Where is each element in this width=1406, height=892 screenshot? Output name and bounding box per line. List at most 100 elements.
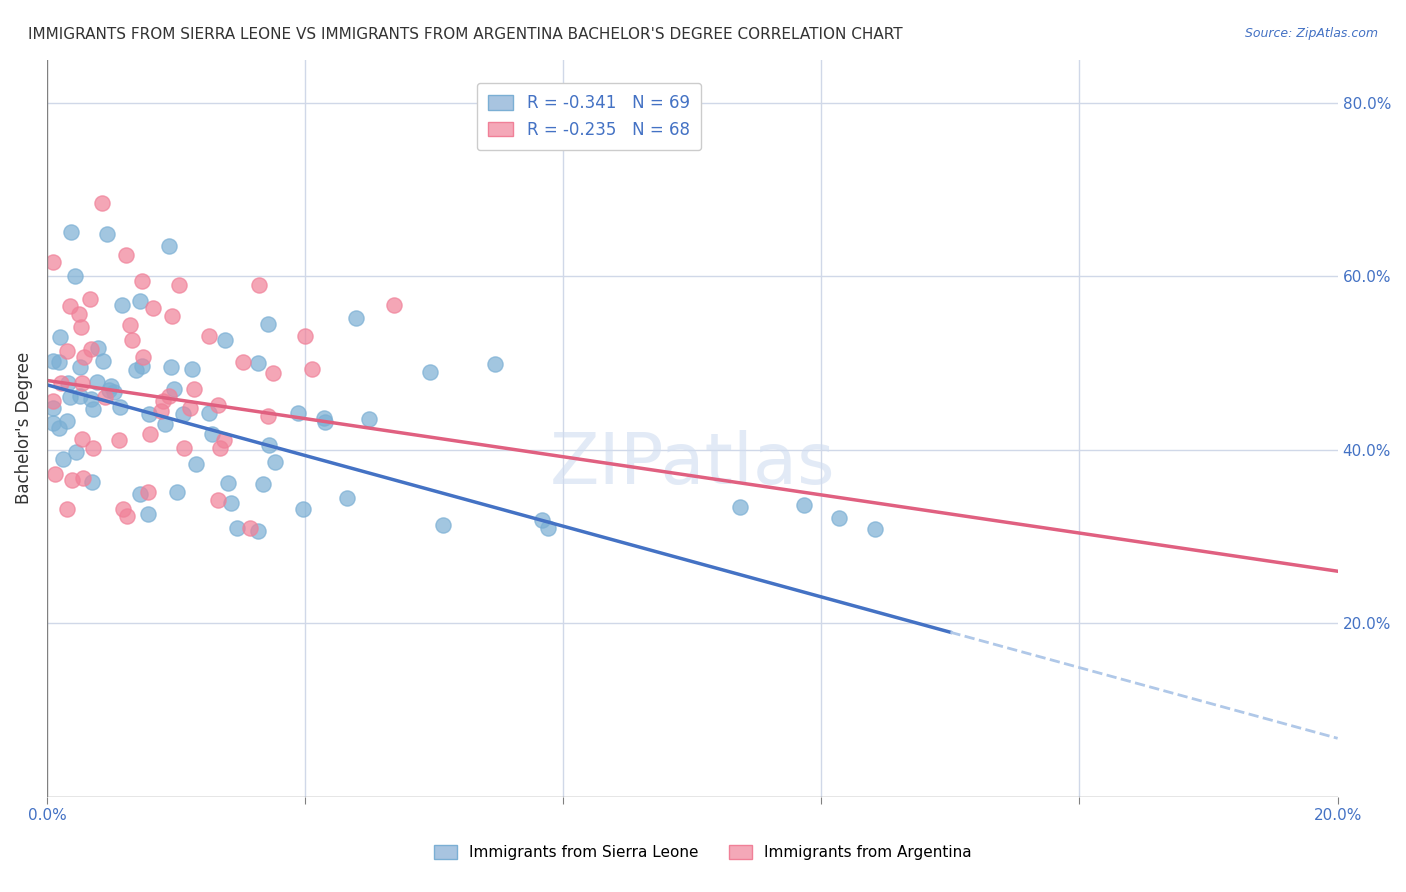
Point: [294, 329, 316, 343]
Point: [344, 311, 367, 326]
Point: [252, 477, 274, 491]
Point: [98, 383, 121, 397]
Point: [152, 394, 174, 409]
Point: [131, 359, 153, 373]
Point: [128, 487, 150, 501]
Point: [91, 195, 114, 210]
Point: [201, 427, 224, 442]
Point: [186, 458, 208, 472]
Point: [80, 392, 103, 407]
Point: [217, 476, 239, 491]
Point: [125, 363, 148, 377]
Point: [180, 362, 202, 376]
Point: [65, 269, 87, 284]
Point: [150, 404, 173, 418]
Point: [793, 498, 815, 512]
Point: [111, 298, 134, 312]
Point: [166, 485, 188, 500]
Point: [160, 309, 183, 323]
Point: [419, 365, 441, 379]
Text: IMMIGRANTS FROM SIERRA LEONE VS IMMIGRANTS FROM ARGENTINA BACHELOR'S DEGREE CORR: IMMIGRANTS FROM SIERRA LEONE VS IMMIGRAN…: [28, 27, 903, 42]
Point: [69, 389, 91, 403]
Point: [197, 329, 219, 343]
Point: [239, 521, 262, 535]
Point: [384, 298, 406, 312]
Point: [335, 491, 357, 505]
Legend: R = -0.341   N = 69, R = -0.235   N = 68: R = -0.341 N = 69, R = -0.235 N = 68: [477, 83, 702, 151]
Point: [157, 389, 180, 403]
Point: [73, 351, 96, 365]
Point: [115, 508, 138, 523]
Text: Source: ZipAtlas.com: Source: ZipAtlas.com: [1244, 27, 1378, 40]
Point: [167, 278, 190, 293]
Point: [531, 513, 554, 527]
Point: [51, 451, 73, 466]
Point: [42, 394, 65, 409]
Point: [183, 382, 205, 396]
Point: [48, 329, 70, 343]
Legend: Immigrants from Sierra Leone, Immigrants from Argentina: Immigrants from Sierra Leone, Immigrants…: [427, 839, 979, 866]
Point: [82, 441, 104, 455]
Point: [48, 355, 70, 369]
Point: [55, 501, 77, 516]
Point: [221, 496, 243, 510]
Point: [59, 299, 82, 313]
Point: [110, 400, 132, 414]
Point: [136, 507, 159, 521]
Point: [86, 375, 108, 389]
Point: [728, 500, 751, 514]
Point: [179, 401, 201, 415]
Y-axis label: Bachelor's Degree: Bachelor's Degree: [15, 352, 32, 504]
Point: [42, 417, 65, 431]
Point: [70, 376, 93, 390]
Point: [257, 438, 280, 452]
Point: [207, 492, 229, 507]
Point: [96, 227, 118, 241]
Point: [118, 318, 141, 332]
Point: [114, 247, 136, 261]
Point: [359, 412, 381, 426]
Point: [209, 441, 232, 455]
Point: [207, 398, 229, 412]
Point: [56, 376, 79, 391]
Point: [82, 401, 104, 416]
Point: [828, 511, 851, 525]
Point: [121, 333, 143, 347]
Point: [142, 301, 165, 315]
Point: [865, 523, 887, 537]
Point: [226, 521, 249, 535]
Point: [160, 359, 183, 374]
Point: [112, 502, 135, 516]
Point: [314, 415, 336, 429]
Point: [67, 308, 90, 322]
Point: [163, 382, 186, 396]
Point: [60, 474, 83, 488]
Point: [155, 417, 177, 431]
Point: [157, 239, 180, 253]
Point: [172, 407, 194, 421]
Point: [232, 355, 254, 369]
Point: [197, 406, 219, 420]
Point: [55, 414, 77, 428]
Point: [44, 467, 66, 482]
Point: [56, 344, 79, 359]
Point: [42, 353, 65, 368]
Point: [107, 434, 129, 448]
Point: [262, 366, 284, 380]
Point: [131, 274, 153, 288]
Point: [82, 475, 104, 489]
Point: [87, 342, 110, 356]
Point: [214, 433, 236, 447]
Point: [59, 390, 82, 404]
Point: [69, 360, 91, 375]
Point: [263, 455, 285, 469]
Point: [72, 432, 94, 446]
Point: [136, 484, 159, 499]
Point: [256, 317, 278, 331]
Point: [484, 357, 506, 371]
Point: [139, 426, 162, 441]
Point: [301, 362, 323, 376]
Point: [131, 351, 153, 365]
Point: [214, 334, 236, 348]
Point: [72, 471, 94, 485]
